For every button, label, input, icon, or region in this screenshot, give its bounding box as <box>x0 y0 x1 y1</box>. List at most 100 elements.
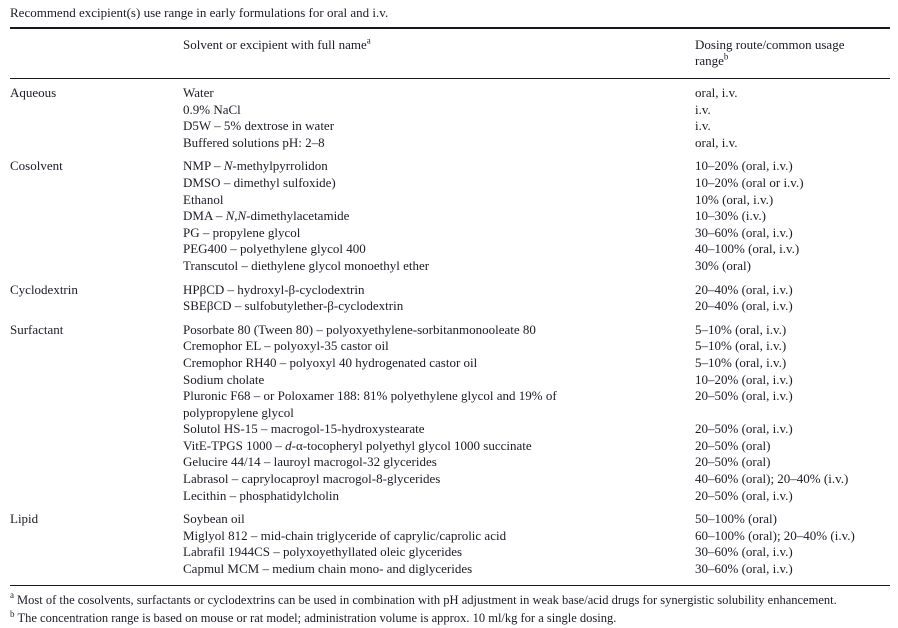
dose-cell: 20–50% (oral, i.v.) <box>695 487 793 503</box>
excipient-cell: Cremophor EL – polyoxyl-35 castor oil <box>183 338 389 354</box>
table-section: Cosolvent NMP – N-methylpyrrolidon 10–20% … <box>10 158 890 274</box>
dose-cell: 10–30% (i.v.) <box>695 208 767 224</box>
table-row: Miglyol 812 – mid-chain triglyceride of … <box>10 528 890 545</box>
category-cell <box>10 225 183 242</box>
dose-cell: 5–10% (oral, i.v.) <box>695 354 787 370</box>
table-row: Cyclodextrin HPβCD – hydroxyl-β-cyclodext… <box>10 282 890 299</box>
category-cell <box>10 355 183 372</box>
dose-cell: 10–20% (oral, i.v.) <box>695 371 793 387</box>
category-cell: Cosolvent <box>10 158 63 174</box>
category-cell <box>10 544 183 561</box>
dose-cell: 10–20% (oral, i.v.) <box>695 158 793 174</box>
category-cell <box>10 372 183 389</box>
category-cell <box>10 421 183 438</box>
footnote-a: a Most of the cosolvents, surfactants or … <box>10 591 890 610</box>
excipient-cell: PEG400 – polyethylene glycol 400 <box>183 241 366 257</box>
category-cell <box>10 258 183 275</box>
category-cell <box>10 118 183 135</box>
table-header-row: Solvent or excipient with full namea Dos… <box>10 29 890 78</box>
excipient-cell: PG – propylene glycol <box>183 224 301 240</box>
category-cell <box>10 471 183 488</box>
category-cell <box>10 135 183 152</box>
table-section: Surfactant Posorbate 80 (Tween 80) – poly… <box>10 322 890 505</box>
dose-cell: 20–50% (oral) <box>695 454 771 470</box>
excipient-cell: Pluronic F68 – or Poloxamer 188: 81% pol… <box>183 388 557 420</box>
table-row: Cremophor EL – polyoxyl-35 castor oil 5–1… <box>10 338 890 355</box>
table-row: D5W – 5% dextrose in water i.v. <box>10 118 890 135</box>
table-row: Buffered solutions pH: 2–8 oral, i.v. <box>10 135 890 152</box>
table-row: Cremophor RH40 – polyoxyl 40 hydrogenate… <box>10 355 890 372</box>
dose-cell: 20–40% (oral, i.v.) <box>695 281 793 297</box>
category-cell <box>10 192 183 209</box>
header-category-cell <box>10 37 183 69</box>
dose-cell: i.v. <box>695 118 711 134</box>
category-cell: Aqueous <box>10 85 57 100</box>
dose-cell: 40–60% (oral); 20–40% (i.v.) <box>695 471 849 487</box>
category-cell: Surfactant <box>10 321 64 337</box>
category-cell <box>10 488 183 505</box>
excipient-cell: Buffered solutions pH: 2–8 <box>183 134 325 150</box>
category-cell <box>10 561 183 578</box>
excipient-cell: D5W – 5% dextrose in water <box>183 118 335 134</box>
category-cell <box>10 438 183 455</box>
dose-cell: 20–50% (oral, i.v.) <box>695 421 793 437</box>
table-row: Lecithin – phosphatidylcholin 20–50% (ora… <box>10 488 890 505</box>
footnote-a-marker: a <box>10 590 14 601</box>
dose-cell: 30–60% (oral, i.v.) <box>695 224 793 240</box>
dose-cell: 20–50% (oral, i.v.) <box>695 388 793 404</box>
table-row: Capmul MCM – medium chain mono- and digl… <box>10 561 890 578</box>
table-row: Solutol HS-15 – macrogol-15-hydroxystear… <box>10 421 890 438</box>
category-cell <box>10 175 183 192</box>
table-row: Surfactant Posorbate 80 (Tween 80) – poly… <box>10 322 890 339</box>
footnotes: a Most of the cosolvents, surfactants or … <box>10 586 890 628</box>
excipient-cell: Transcutol – diethylene glycol monoethyl… <box>183 257 430 273</box>
footnote-b-text: The concentration range is based on mous… <box>17 611 617 626</box>
footnote-b-marker: b <box>10 608 15 619</box>
excipient-cell: Lecithin – phosphatidylcholin <box>183 487 339 503</box>
category-cell <box>10 298 183 315</box>
excipient-cell: DMA – N,N-dimethylacetamide <box>183 208 350 224</box>
category-cell <box>10 388 183 421</box>
dose-cell: oral, i.v. <box>695 134 738 150</box>
header-rule <box>10 78 890 79</box>
excipient-cell: NMP – N-methylpyrrolidon <box>183 158 328 174</box>
dose-cell: 30% (oral) <box>695 257 751 273</box>
dose-cell: 30–60% (oral, i.v.) <box>695 561 793 577</box>
dose-cell: 40–100% (oral, i.v.) <box>695 241 800 257</box>
table-row: Gelucire 44/14 – lauroyl macrogol-32 gly… <box>10 454 890 471</box>
dose-cell: 60–100% (oral); 20–40% (i.v.) <box>695 527 855 543</box>
dose-cell: 5–10% (oral, i.v.) <box>695 338 787 354</box>
table-row: Labrafil 1944CS – polyxoyethyllated olei… <box>10 544 890 561</box>
excipient-cell: 0.9% NaCl <box>183 101 241 117</box>
excipient-cell: Labrasol – caprylocaproyl macrogol-8-gly… <box>183 471 441 487</box>
excipient-cell: Posorbate 80 (Tween 80) – polyoxyethylen… <box>183 321 536 337</box>
category-cell <box>10 338 183 355</box>
footnote-b: b The concentration range is based on mou… <box>10 609 890 628</box>
table-row: Cosolvent NMP – N-methylpyrrolidon 10–20% … <box>10 158 890 175</box>
top-rule <box>10 27 890 29</box>
table-row: SBEβCD – sulfobutylether-β-cyclodextrin 2… <box>10 298 890 315</box>
dose-cell: 5–10% (oral, i.v.) <box>695 321 787 337</box>
dose-cell: 50–100% (oral) <box>695 511 777 527</box>
excipient-cell: Water <box>183 85 214 100</box>
table-row: 0.9% NaCl i.v. <box>10 102 890 119</box>
table-row: Labrasol – caprylocaproyl macrogol-8-gly… <box>10 471 890 488</box>
excipient-cell: DMSO – dimethyl sulfoxide) <box>183 174 336 190</box>
table-row: Lipid Soybean oil 50–100% (oral) <box>10 511 890 528</box>
category-cell: Cyclodextrin <box>10 281 78 297</box>
table-body: Aqueous Water oral, i.v. 0.9% NaCl i.v. D5W –… <box>10 79 890 585</box>
excipient-cell: Cremophor RH40 – polyoxyl 40 hydrogenate… <box>183 354 478 370</box>
footnote-a-text: Most of the cosolvents, surfactants or c… <box>17 592 837 607</box>
excipient-cell: Labrafil 1944CS – polyxoyethyllated olei… <box>183 544 463 560</box>
excipient-cell: Capmul MCM – medium chain mono- and digl… <box>183 561 473 577</box>
table-row: Pluronic F68 – or Poloxamer 188: 81% pol… <box>10 388 890 421</box>
excipient-cell: VitE-TPGS 1000 – d-α-tocopheryl polyethy… <box>183 437 532 453</box>
dose-cell: 20–40% (oral, i.v.) <box>695 298 793 314</box>
table-row: DMA – N,N-dimethylacetamide 10–30% (i.v.) <box>10 208 890 225</box>
excipient-cell: Sodium cholate <box>183 371 265 387</box>
header-solvent-cell: Solvent or excipient with full namea <box>183 35 371 52</box>
table-row: Sodium cholate 10–20% (oral, i.v.) <box>10 372 890 389</box>
excipient-cell: Gelucire 44/14 – lauroyl macrogol-32 gly… <box>183 454 437 470</box>
table-row: Transcutol – diethylene glycol monoethyl… <box>10 258 890 275</box>
category-cell <box>10 102 183 119</box>
